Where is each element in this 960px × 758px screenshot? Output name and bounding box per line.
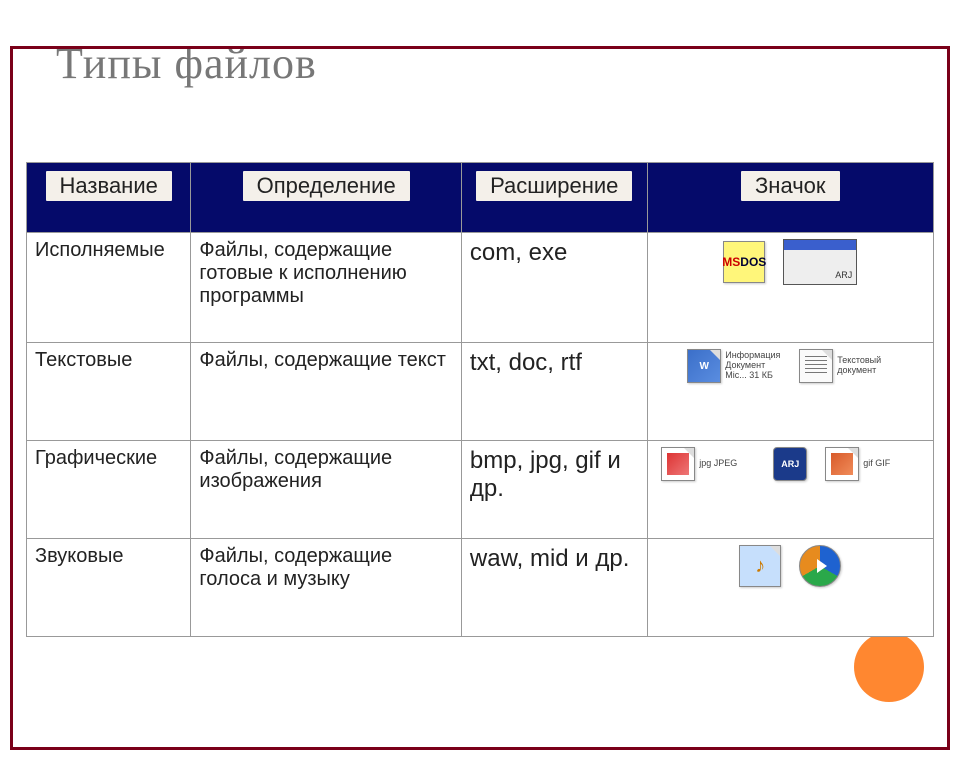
- cell-extension: bmp, jpg, gif и др.: [461, 441, 647, 539]
- cell-extension: com, exe: [461, 233, 647, 343]
- table-row: Исполняемые Файлы, содержащие готовые к …: [27, 233, 934, 343]
- table-container: Название Определение Расширение Значок И…: [26, 162, 934, 637]
- table-header-row: Название Определение Расширение Значок: [27, 163, 934, 233]
- col-header-icon: Значок: [647, 163, 933, 233]
- table-row: Текстовые Файлы, содержащие текст txt, d…: [27, 343, 934, 441]
- gif-doc-icon: gif GIF: [825, 447, 919, 481]
- col-header-definition: Определение: [191, 163, 462, 233]
- arj-window-icon: ARJ: [783, 239, 857, 285]
- cell-definition: Файлы, содержащие голоса и музыку: [191, 539, 462, 637]
- msdos-icon: MSDOS: [723, 241, 765, 283]
- cell-icons: W Информация Документ Mic... 31 КБ Текст…: [647, 343, 933, 441]
- arj-archive-icon: ARJ: [773, 447, 807, 481]
- cell-icons: MSDOS ARJ: [647, 233, 933, 343]
- table-row: Графические Файлы, содержащие изображени…: [27, 441, 934, 539]
- media-player-icon: [799, 545, 841, 587]
- cell-definition: Файлы, содержащие готовые к исполнению п…: [191, 233, 462, 343]
- cell-icons: ♪: [647, 539, 933, 637]
- cell-name: Графические: [27, 441, 191, 539]
- cell-extension: waw, mid и др.: [461, 539, 647, 637]
- jpeg-doc-icon: jpg JPEG: [661, 447, 755, 481]
- col-header-extension: Расширение: [461, 163, 647, 233]
- word-doc-icon: W Информация Документ Mic... 31 КБ: [687, 349, 781, 383]
- cell-name: Исполняемые: [27, 233, 191, 343]
- file-types-table: Название Определение Расширение Значок И…: [26, 162, 934, 637]
- cell-icons: jpg JPEG ARJ gif GIF: [647, 441, 933, 539]
- cell-name: Звуковые: [27, 539, 191, 637]
- cell-extension: txt, doc, rtf: [461, 343, 647, 441]
- cell-definition: Файлы, содержащие текст: [191, 343, 462, 441]
- cell-name: Текстовые: [27, 343, 191, 441]
- txt-doc-icon: Текстовый документ: [799, 349, 893, 383]
- audio-gear-icon: ♪: [739, 545, 781, 587]
- cell-definition: Файлы, содержащие изображения: [191, 441, 462, 539]
- table-row: Звуковые Файлы, содержащие голоса и музы…: [27, 539, 934, 637]
- col-header-name: Название: [27, 163, 191, 233]
